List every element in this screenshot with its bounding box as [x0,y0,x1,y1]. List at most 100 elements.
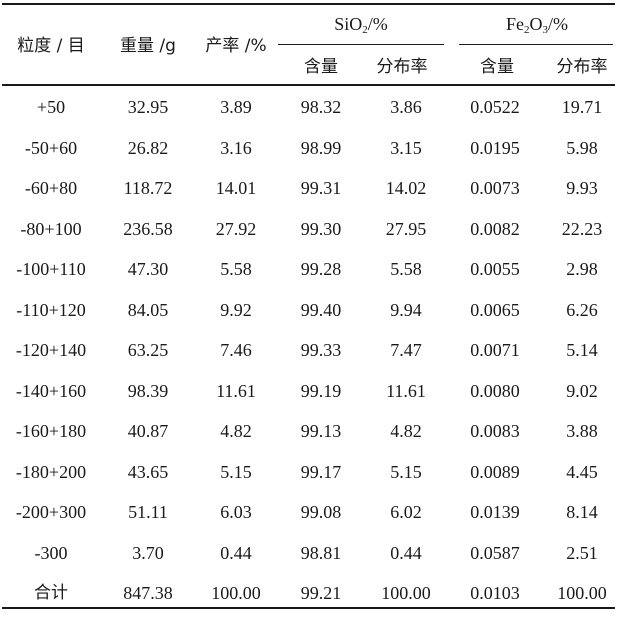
cell-fe2o3-content: 0.0139 [470,502,520,522]
sio2-prefix: SiO [334,14,363,34]
cell-fe2o3-content: 0.0083 [470,421,520,441]
cell-sio2-distribution: 5.58 [390,259,422,279]
cell-size: -50+60 [24,137,78,158]
cell-sio2-distribution: 7.47 [390,340,422,360]
header-size: 粒度 / 目 [17,36,85,56]
cell-sio2-content: 99.31 [300,178,342,198]
cell-sio2-distribution: 4.82 [390,421,422,441]
cell-weight: 236.58 [123,218,173,239]
cell-weight: 51.11 [128,502,168,522]
cell-sio2-distribution: 3.15 [390,137,422,158]
cell-yield: 9.92 [220,299,252,320]
cell-fe2o3-distribution: 100.00 [557,583,607,603]
cell-yield: 27.92 [215,218,257,239]
cell-yield: 3.89 [220,97,252,117]
cell-fe2o3-distribution: 2.51 [566,542,598,563]
cell-weight: 26.82 [127,137,169,158]
cell-fe2o3-content: 0.0522 [470,97,520,117]
sio2-subscript: 2 [362,24,368,36]
cell-fe2o3-content: 0.0082 [470,218,520,239]
cell-fe2o3-content: 0.0195 [470,137,520,158]
cell-fe2o3-distribution: 5.98 [566,137,598,158]
cell-size: 合计 [34,583,68,603]
cell-yield: 4.82 [220,421,252,441]
cell-size: -300 [34,542,68,563]
table-top-rule [2,3,615,5]
cell-sio2-distribution: 27.95 [385,218,427,239]
cell-fe2o3-content: 0.0055 [470,259,520,279]
cell-fe2o3-distribution: 3.88 [566,421,598,441]
header-weight: 重量 /g [120,36,176,56]
cell-sio2-content: 99.40 [300,299,342,320]
cell-yield: 100.00 [211,583,261,603]
cell-sio2-distribution: 11.61 [386,380,426,401]
cell-weight: 98.39 [127,380,169,401]
cell-size: -100+110 [16,259,86,279]
cell-fe2o3-content: 0.0089 [470,461,520,482]
header-bottom-rule [2,84,615,86]
cell-size: -80+100 [20,218,82,239]
cell-size: -140+160 [15,380,87,401]
fe2o3-suffix: /% [548,14,568,34]
cell-yield: 11.61 [216,380,256,401]
fe2o3-prefix-2: O [529,14,543,34]
cell-weight: 32.95 [127,97,169,117]
cell-sio2-distribution: 3.86 [390,97,422,117]
cell-fe2o3-distribution: 19.71 [561,97,603,117]
cell-yield: 5.58 [220,259,252,279]
cell-fe2o3-distribution: 9.02 [566,380,598,401]
cell-weight: 43.65 [127,461,169,482]
cell-fe2o3-distribution: 5.14 [566,340,598,360]
table-bottom-rule [2,607,615,609]
header-sio2-content: 含量 [304,57,338,77]
cell-sio2-content: 99.08 [300,502,342,522]
cell-size: +50 [36,97,66,117]
cell-weight: 47.30 [127,259,169,279]
cell-sio2-distribution: 14.02 [385,178,427,198]
cell-fe2o3-distribution: 8.14 [566,502,598,522]
sio2-suffix: /% [367,14,388,34]
cell-fe2o3-content: 0.0065 [470,299,520,320]
cell-yield: 3.16 [220,137,252,158]
cell-fe2o3-content: 0.0080 [470,380,520,401]
cell-size: -160+180 [15,421,87,441]
cell-yield: 14.01 [215,178,257,198]
cell-weight: 118.72 [123,178,173,198]
cell-size: -200+300 [15,502,87,522]
cell-size: -110+120 [16,299,86,320]
cell-sio2-distribution: 100.00 [381,583,431,603]
header-fe2o3-distribution: 分布率 [556,57,608,77]
cell-weight: 3.70 [132,542,164,563]
cell-sio2-distribution: 6.02 [390,502,422,522]
cell-fe2o3-distribution: 22.23 [561,218,603,239]
cell-fe2o3-distribution: 6.26 [566,299,598,320]
cell-weight: 63.25 [127,340,169,360]
cell-fe2o3-distribution: 4.45 [566,461,598,482]
cell-sio2-content: 99.19 [300,380,342,401]
cell-yield: 6.03 [220,502,252,522]
cell-fe2o3-content: 0.0103 [470,583,520,603]
cell-sio2-content: 99.33 [300,340,342,360]
header-sio2-distribution: 分布率 [376,57,428,77]
cell-weight: 847.38 [123,583,173,603]
cell-sio2-distribution: 0.44 [390,542,422,563]
sio2-group-rule [278,44,444,46]
cell-sio2-distribution: 9.94 [390,299,422,320]
cell-sio2-content: 99.17 [300,461,342,482]
cell-yield: 5.15 [220,461,252,482]
header-fe2o3-group: Fe2O3/% [506,12,568,36]
header-fe2o3-content: 含量 [480,57,514,77]
cell-sio2-content: 98.32 [300,97,342,117]
cell-weight: 84.05 [127,299,169,320]
cell-size: -120+140 [15,340,87,360]
cell-sio2-content: 98.81 [300,542,342,563]
cell-fe2o3-distribution: 2.98 [566,259,598,279]
cell-fe2o3-content: 0.0071 [470,340,520,360]
cell-yield: 0.44 [220,542,252,563]
cell-yield: 7.46 [220,340,252,360]
cell-sio2-distribution: 5.15 [390,461,422,482]
fe2o3-prefix-1: Fe [506,14,524,34]
cell-sio2-content: 99.21 [300,583,342,603]
cell-fe2o3-content: 0.0073 [470,178,520,198]
